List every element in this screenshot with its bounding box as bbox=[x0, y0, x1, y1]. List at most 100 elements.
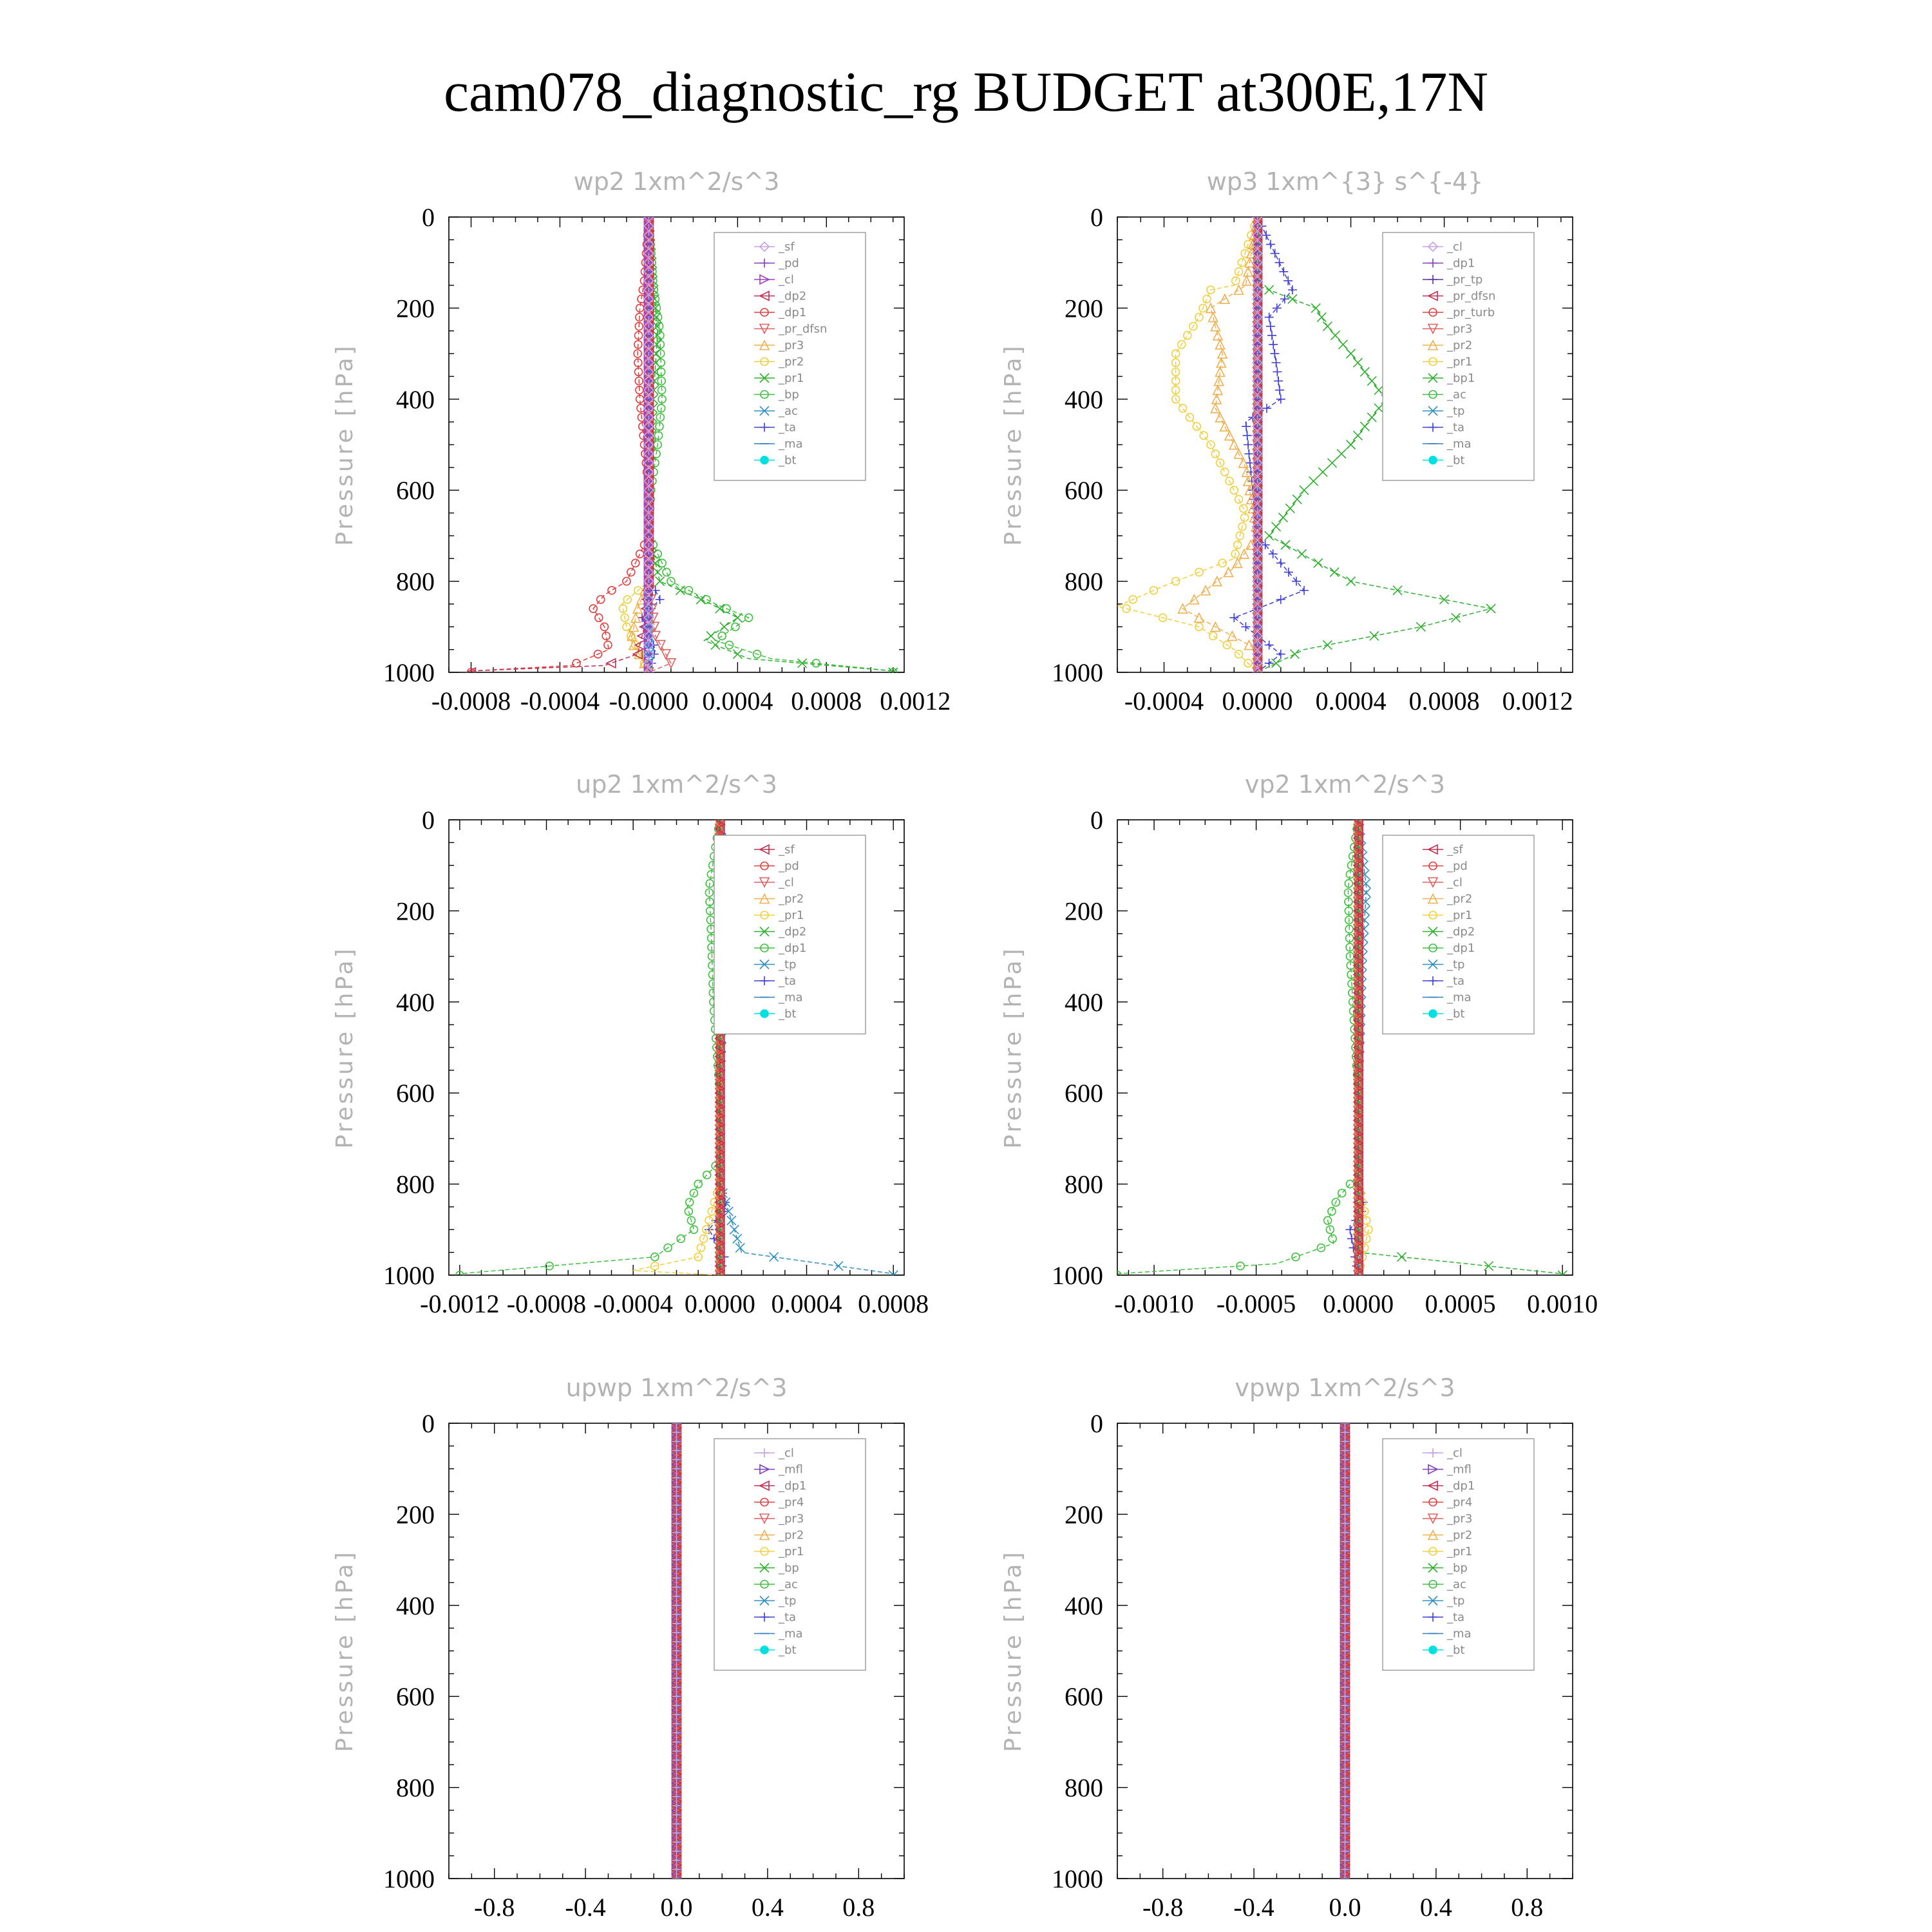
series-marker bbox=[1220, 422, 1229, 431]
legend: _cl_mfl_dp1_pr4_pr3_pr2_pr1_bp_ac_tp_ta_… bbox=[714, 1439, 866, 1671]
legend-label: _pr2 bbox=[778, 893, 804, 906]
series-marker bbox=[1285, 504, 1294, 513]
series-marker bbox=[1224, 567, 1233, 576]
y-tick-label: 1000 bbox=[383, 1864, 435, 1893]
series-marker bbox=[1184, 332, 1191, 339]
legend-label: _bp bbox=[778, 388, 799, 402]
series-marker bbox=[1229, 440, 1238, 450]
series-marker bbox=[1241, 514, 1249, 522]
series-marker bbox=[1273, 367, 1282, 376]
y-tick-label: 0 bbox=[422, 806, 435, 835]
legend-marker bbox=[761, 1646, 768, 1654]
series-marker bbox=[1309, 477, 1318, 486]
chart-up2: up2 1xm^2/s^3Pressure [hPa]0200400600800… bbox=[332, 770, 929, 1318]
series-marker bbox=[1238, 259, 1245, 267]
series-marker bbox=[1267, 331, 1276, 340]
series-marker bbox=[1300, 486, 1309, 495]
series-marker bbox=[1397, 1253, 1406, 1262]
series-marker bbox=[1262, 231, 1271, 240]
series-marker bbox=[732, 623, 739, 630]
chart-vpwp: vpwp 1xm^2/s^3Pressure [hPa]020040060080… bbox=[1000, 1374, 1573, 1922]
x-tick-label: 0.8 bbox=[842, 1893, 875, 1922]
series-marker bbox=[770, 1253, 779, 1262]
legend-label: _bp bbox=[1446, 1562, 1468, 1575]
legend-label: _cl bbox=[1446, 1446, 1463, 1460]
series-marker bbox=[1330, 567, 1339, 576]
y-tick-label: 400 bbox=[1065, 1591, 1103, 1620]
series-marker bbox=[1269, 340, 1278, 349]
x-tick-label: 0.0012 bbox=[880, 687, 951, 715]
series-marker bbox=[1265, 313, 1274, 322]
series-marker bbox=[1329, 1235, 1336, 1242]
legend-label: _bp bbox=[778, 1562, 799, 1575]
x-tick-label: -0.0000 bbox=[609, 687, 688, 715]
legend-label: _dp2 bbox=[778, 290, 806, 303]
legend-label: _ma bbox=[778, 437, 803, 451]
series-marker bbox=[1347, 440, 1356, 450]
y-tick-label: 0 bbox=[422, 203, 435, 232]
series-marker bbox=[1323, 641, 1332, 650]
series-marker bbox=[1363, 1217, 1370, 1224]
series-marker bbox=[1337, 450, 1346, 459]
series-line bbox=[471, 217, 649, 671]
series-marker bbox=[1281, 540, 1290, 549]
series-marker bbox=[1374, 404, 1383, 413]
legend-label: _pr_dfsn bbox=[778, 323, 827, 336]
legend-label: _ta bbox=[1446, 421, 1464, 435]
chart-wp3: wp3 1xm^{3} s^{-4}Pressure [hPa]02004006… bbox=[1000, 167, 1573, 715]
legend-label: _pr2 bbox=[778, 355, 804, 369]
series-marker bbox=[735, 1244, 744, 1253]
series-marker bbox=[1270, 349, 1279, 358]
y-tick-label: 200 bbox=[396, 1500, 435, 1529]
series-marker bbox=[1266, 322, 1275, 331]
chart-vp2: vp2 1xm^2/s^3Pressure [hPa]0200400600800… bbox=[1000, 770, 1598, 1318]
x-tick-label: -0.0004 bbox=[594, 1289, 673, 1318]
series-marker bbox=[1291, 650, 1300, 659]
x-tick-label: 0.0010 bbox=[1527, 1289, 1598, 1318]
series-marker bbox=[597, 596, 605, 603]
x-tick-label: 0.8 bbox=[1511, 1893, 1543, 1922]
y-tick-label: 600 bbox=[396, 476, 435, 505]
series-marker bbox=[656, 577, 665, 586]
series-marker bbox=[711, 641, 720, 650]
series-marker bbox=[1244, 267, 1253, 276]
legend-label: _pr4 bbox=[1446, 1496, 1472, 1510]
legend-label: _pd bbox=[1446, 860, 1468, 873]
chart-title: vp2 1xm^2/s^3 bbox=[1245, 770, 1445, 799]
y-tick-label: 1000 bbox=[383, 1261, 435, 1290]
legend-label: _cl bbox=[1446, 240, 1463, 254]
series_pr1 bbox=[633, 816, 724, 1279]
x-tick-label: 0.0000 bbox=[1323, 1289, 1394, 1318]
series_dp1 bbox=[456, 816, 724, 1279]
series-marker bbox=[1265, 641, 1274, 650]
chart-title: upwp 1xm^2/s^3 bbox=[566, 1374, 788, 1402]
y-tick-label: 800 bbox=[396, 567, 435, 596]
series-marker bbox=[1360, 367, 1369, 376]
series-marker bbox=[1393, 586, 1402, 595]
series-marker bbox=[1338, 1189, 1346, 1197]
legend-label: _mfl bbox=[1446, 1463, 1472, 1477]
y-tick-label: 1000 bbox=[383, 658, 435, 687]
series-marker bbox=[1293, 495, 1302, 504]
x-tick-label: 0.0005 bbox=[1425, 1289, 1496, 1318]
series-marker bbox=[1271, 249, 1280, 258]
series-marker bbox=[1347, 349, 1356, 358]
x-tick-label: -0.8 bbox=[474, 1893, 515, 1922]
legend-label: _tp bbox=[1446, 404, 1464, 418]
series-marker bbox=[1265, 531, 1274, 540]
y-tick-label: 800 bbox=[1065, 1774, 1103, 1803]
series-group bbox=[1341, 1419, 1350, 1883]
legend-label: _bt bbox=[778, 1007, 796, 1021]
series-marker bbox=[608, 587, 616, 594]
y-tick-label: 0 bbox=[1090, 203, 1103, 232]
series-marker bbox=[730, 1225, 739, 1234]
x-tick-label: -0.4 bbox=[565, 1893, 605, 1922]
figure-title: cam078_diagnostic_rg BUDGET at300E,17N bbox=[444, 61, 1488, 124]
series-marker bbox=[602, 632, 610, 639]
series-marker bbox=[1311, 303, 1320, 312]
legend-label: _pr3 bbox=[778, 339, 804, 352]
legend-label: _ac bbox=[1446, 388, 1466, 402]
chart-wp2: wp2 1xm^2/s^3Pressure [hPa]0200400600800… bbox=[332, 167, 951, 715]
series-marker bbox=[720, 622, 729, 631]
legend-label: _pr1 bbox=[778, 372, 804, 385]
